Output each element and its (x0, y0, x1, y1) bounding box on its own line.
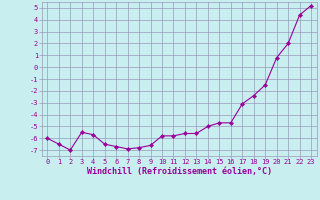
X-axis label: Windchill (Refroidissement éolien,°C): Windchill (Refroidissement éolien,°C) (87, 167, 272, 176)
